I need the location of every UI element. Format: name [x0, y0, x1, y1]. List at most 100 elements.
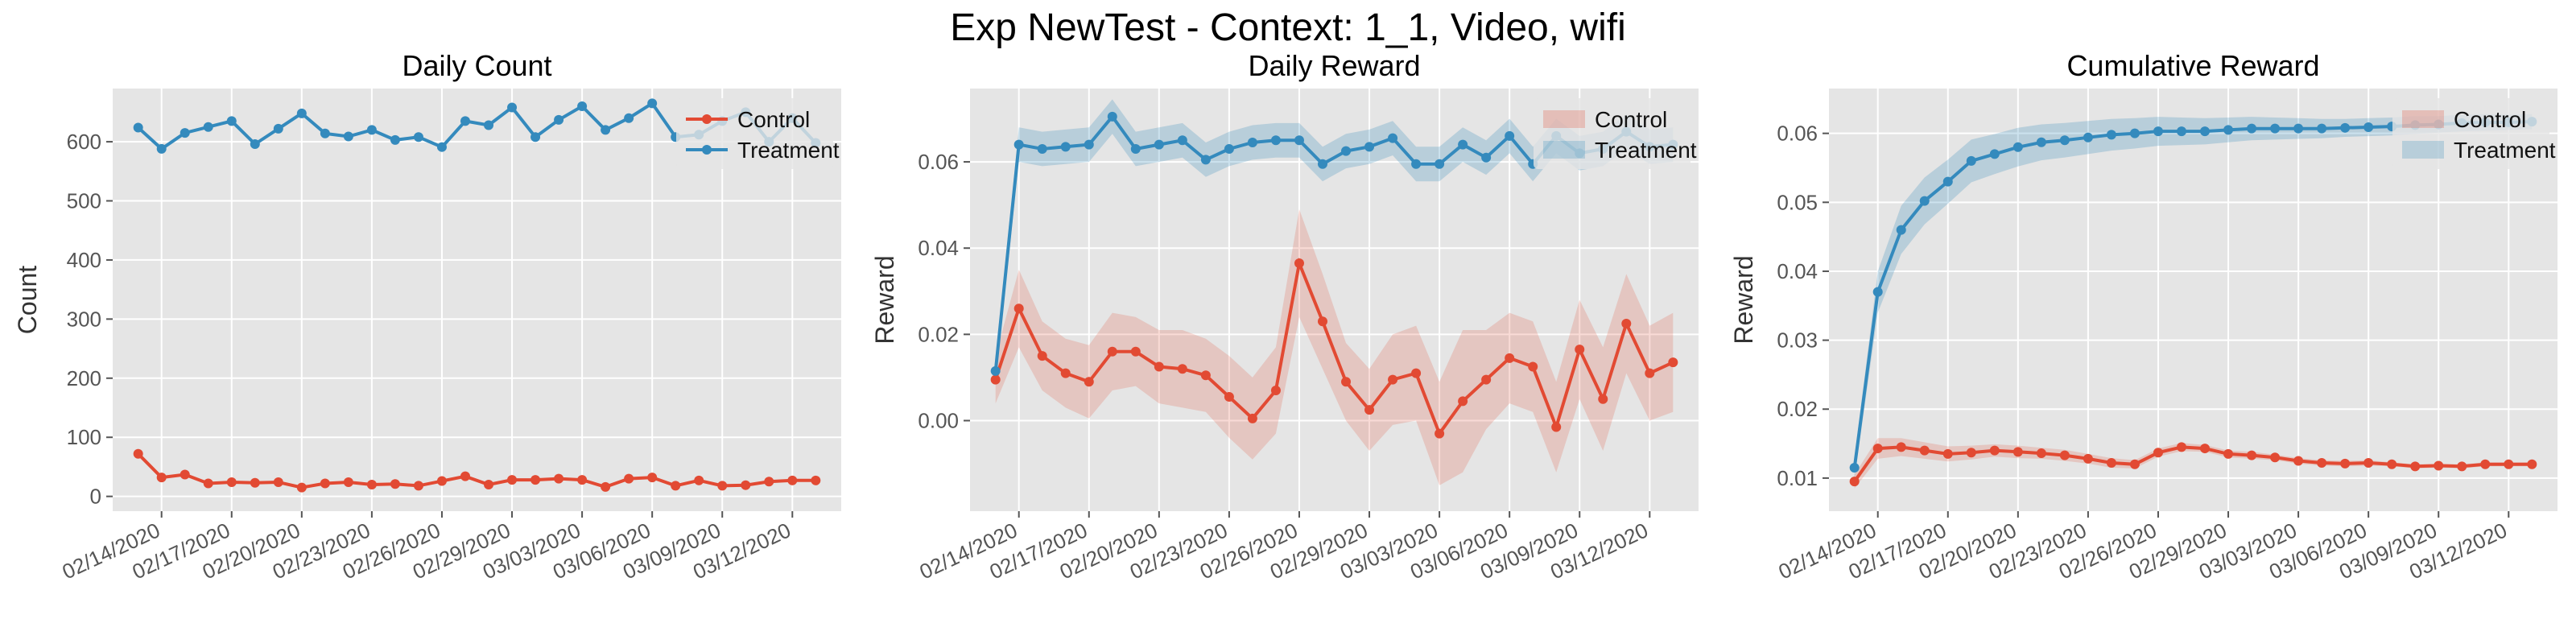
data-point-control: [2106, 458, 2116, 469]
data-point-control: [1388, 374, 1398, 385]
y-tick-label: 300: [67, 307, 101, 331]
data-point-control: [1154, 361, 1164, 372]
data-point-control: [624, 473, 634, 484]
data-point-treatment: [1966, 155, 1976, 166]
data-point-control: [764, 477, 774, 487]
data-point-treatment: [2200, 126, 2211, 137]
data-point-treatment: [2176, 126, 2186, 137]
data-point-treatment: [2153, 126, 2163, 137]
data-point-control: [484, 479, 494, 489]
data-point-treatment: [226, 116, 237, 126]
data-point-control: [2059, 450, 2070, 460]
data-point-treatment: [273, 123, 283, 134]
data-point-treatment: [2293, 123, 2304, 134]
y-axis-label: Reward: [1729, 255, 1758, 344]
data-point-treatment: [1107, 111, 1117, 122]
legend-swatch-treatment: [1543, 141, 1585, 159]
data-point-control: [1919, 445, 1930, 456]
data-point-control: [1084, 377, 1094, 387]
data-point-control: [2457, 461, 2467, 472]
data-point-control: [1130, 346, 1141, 357]
data-point-treatment: [1270, 135, 1281, 146]
data-point-treatment: [1919, 196, 1930, 206]
chart-title: Daily Count: [402, 49, 551, 82]
legend-label-treatment: Treatment: [1595, 138, 1697, 163]
series-line-control: [993, 257, 1674, 437]
data-point-control: [1341, 377, 1352, 387]
data-point-treatment: [320, 128, 330, 138]
y-axis-label: Reward: [870, 255, 899, 344]
data-point-control: [1645, 368, 1655, 378]
legend-swatch-control: [2402, 110, 2444, 128]
data-point-control: [694, 475, 704, 485]
data-point-control: [1668, 357, 1678, 368]
data-point-treatment: [436, 142, 447, 152]
y-tick-label: 600: [67, 130, 101, 154]
data-point-control: [1575, 345, 1585, 355]
y-tick-label: 0.01: [1777, 466, 1818, 490]
legend: Control Treatment: [1534, 98, 1697, 169]
data-point-control: [507, 475, 518, 485]
data-point-control: [1411, 368, 1422, 378]
data-point-control: [1989, 445, 2000, 456]
chart-title: Cumulative Reward: [2066, 49, 2319, 82]
data-point-control: [413, 481, 423, 491]
legend-label-control: Control: [737, 107, 810, 132]
data-point-treatment: [1037, 144, 1047, 154]
data-point-control: [1849, 477, 1860, 487]
data-point-control: [2247, 450, 2257, 460]
data-point-treatment: [1177, 135, 1187, 146]
data-point-treatment: [343, 131, 353, 142]
data-point-control: [2223, 448, 2234, 459]
legend-label-control: Control: [1595, 107, 1667, 132]
data-point-control: [577, 475, 588, 485]
y-tick-label: 400: [67, 248, 101, 272]
legend-box: [2392, 98, 2549, 169]
data-point-treatment: [366, 125, 377, 135]
data-point-treatment: [2223, 125, 2234, 135]
data-point-treatment: [1989, 149, 2000, 159]
data-point-control: [1896, 442, 1906, 452]
data-point-control: [2527, 459, 2537, 469]
data-point-control: [2480, 459, 2491, 469]
data-point-control: [366, 479, 377, 489]
data-point-control: [273, 477, 283, 488]
y-tick-label: 500: [67, 189, 101, 213]
legend-label-treatment: Treatment: [2454, 138, 2556, 163]
data-point-control: [203, 478, 213, 489]
data-point-control: [1505, 353, 1515, 363]
y-tick-label: 0.02: [918, 322, 959, 346]
data-point-treatment: [1872, 287, 1883, 297]
y-tick-label: 0.06: [918, 150, 959, 174]
data-point-treatment: [250, 139, 260, 150]
cumulative-reward-chart: 02/14/202002/17/202002/20/202002/23/2020…: [1729, 49, 2557, 584]
data-point-control: [1107, 346, 1117, 357]
data-point-treatment: [2363, 122, 2374, 132]
legend: Control Treatment: [676, 98, 840, 169]
figure-title: Exp NewTest - Context: 1_1, Video, wifi: [950, 6, 1626, 49]
legend-marker-treatment: [702, 145, 712, 155]
data-point-control: [1966, 448, 1976, 458]
data-point-control: [647, 473, 658, 483]
data-point-treatment: [413, 132, 423, 142]
data-point-control: [1621, 318, 1632, 328]
data-point-treatment: [1224, 144, 1234, 154]
data-point-control: [2176, 442, 2186, 452]
data-point-control: [343, 477, 353, 488]
data-point-treatment: [601, 125, 611, 135]
data-point-treatment: [460, 116, 470, 126]
data-point-treatment: [2013, 142, 2023, 152]
y-tick-label: 100: [67, 425, 101, 449]
data-point-control: [2293, 456, 2304, 466]
data-point-treatment: [1130, 144, 1141, 154]
data-point-treatment: [1505, 130, 1515, 141]
data-point-control: [2387, 459, 2397, 469]
data-point-control: [296, 482, 307, 493]
data-point-control: [1942, 448, 1953, 459]
data-point-treatment: [180, 128, 190, 138]
data-point-treatment: [390, 134, 400, 145]
data-point-control: [320, 478, 330, 489]
data-point-control: [1177, 364, 1187, 374]
data-point-treatment: [484, 120, 494, 130]
